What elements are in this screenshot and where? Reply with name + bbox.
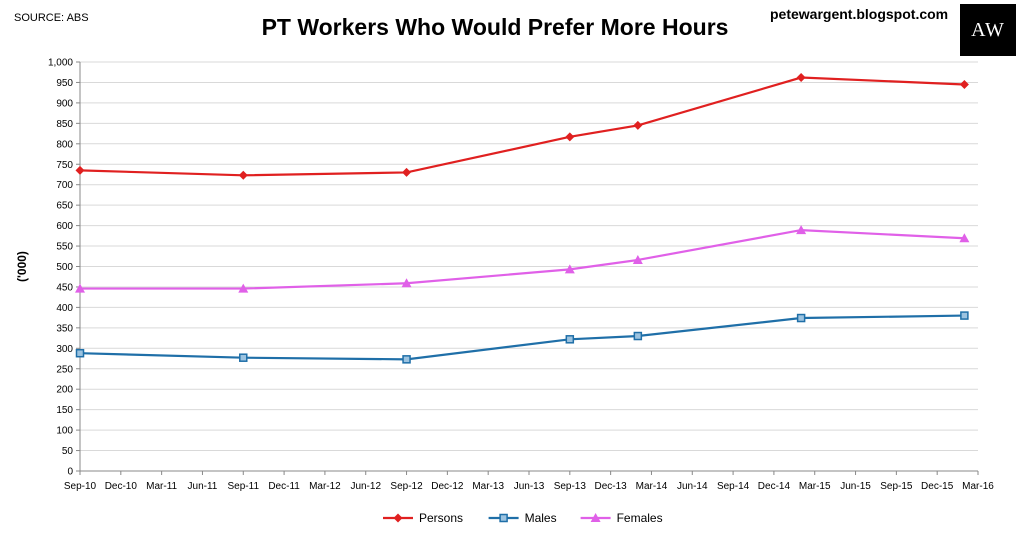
data-point-persons — [633, 120, 643, 130]
y-tick-label: 600 — [56, 221, 73, 232]
blog-url: petewargent.blogspot.com — [770, 6, 949, 22]
series-line-males — [79, 314, 965, 361]
y-tick-label: 850 — [56, 119, 73, 130]
data-point-persons — [238, 170, 248, 180]
source-note: SOURCE: ABS — [14, 12, 89, 24]
aw-logo: AW — [960, 4, 1016, 56]
y-tick-label: 350 — [56, 323, 73, 334]
data-point-females — [632, 254, 643, 264]
data-point-males — [239, 353, 248, 362]
legend-label-males: Males — [525, 511, 557, 525]
x-tick-label: Mar-12 — [309, 481, 341, 492]
x-tick-label: Dec-15 — [921, 481, 954, 492]
x-tick-label: Dec-13 — [595, 481, 628, 492]
data-point-males — [565, 335, 575, 344]
y-tick-label: 250 — [56, 364, 73, 375]
x-tick-label: Sep-15 — [880, 481, 913, 492]
x-tick-label: Mar-13 — [472, 481, 504, 492]
y-tick-label: 750 — [56, 160, 73, 171]
legend-label-persons: Persons — [419, 511, 463, 525]
x-tick-label: Dec-12 — [431, 481, 464, 492]
y-tick-label: 950 — [56, 78, 73, 89]
y-tick-label: 50 — [62, 446, 74, 457]
series-line-persons — [79, 76, 965, 177]
data-point-females — [796, 225, 807, 235]
y-tick-label: 1,000 — [48, 58, 73, 69]
y-tick-label: 500 — [56, 262, 73, 273]
y-tick-label: 550 — [56, 242, 73, 253]
y-axis-label: ('000) — [15, 251, 29, 282]
data-point-persons — [75, 165, 85, 175]
legend-label-females: Females — [617, 511, 663, 525]
x-tick-label: Dec-10 — [105, 481, 138, 492]
x-tick-label: Sep-10 — [64, 481, 97, 492]
series-line-females — [80, 228, 965, 290]
legend-marker-females — [590, 513, 601, 522]
y-tick-label: 400 — [56, 303, 73, 314]
x-tick-label: Jun-11 — [188, 481, 218, 492]
x-tick-label: Jun-15 — [840, 481, 871, 492]
x-tick-label: Dec-14 — [758, 481, 791, 492]
series-group — [75, 73, 970, 364]
y-tick-label: 300 — [56, 344, 73, 355]
y-tick-label: 650 — [56, 201, 73, 212]
x-tick-label: Jun-13 — [514, 481, 545, 492]
y-tick-label: 150 — [56, 405, 73, 416]
logo-text: AW — [971, 18, 1005, 41]
data-point-females — [959, 233, 970, 243]
x-tick-label: Mar-16 — [962, 481, 994, 492]
y-axis-ticks: 0 50 100 150 200 250 300 350 400 450 500 550 600 650 7… — [48, 58, 80, 478]
data-point-persons — [796, 73, 806, 83]
y-tick-label: 200 — [56, 385, 73, 396]
data-point-persons — [959, 79, 969, 89]
legend: Persons Males Females — [383, 511, 663, 525]
data-point-persons — [565, 132, 575, 142]
y-tick-label: 450 — [56, 282, 73, 293]
data-point-persons — [402, 167, 412, 177]
legend-marker-persons — [393, 513, 403, 523]
x-tick-label: Sep-11 — [228, 481, 260, 492]
x-tick-label: Jun-12 — [350, 481, 381, 492]
y-tick-label: 0 — [67, 467, 73, 478]
data-point-females — [238, 283, 249, 293]
x-tick-label: Sep-12 — [390, 481, 423, 492]
x-tick-label: Mar-11 — [146, 481, 177, 492]
x-tick-label: Sep-13 — [554, 481, 587, 492]
chart-title: PT Workers Who Would Prefer More Hours — [261, 14, 729, 40]
y-tick-label: 100 — [56, 426, 73, 437]
y-tick-label: 800 — [56, 139, 73, 150]
data-point-males — [402, 355, 411, 364]
y-tick-label: 700 — [56, 180, 73, 191]
y-tick-label: 900 — [56, 98, 73, 109]
data-point-females — [564, 264, 575, 274]
data-point-males — [75, 348, 85, 358]
data-point-females — [75, 283, 85, 293]
x-tick-label: Mar-14 — [636, 481, 668, 492]
series-females — [75, 225, 970, 293]
x-axis-ticks: Sep-10 Dec-10 Mar-11 Jun-11 Sep-11 Dec-11 Mar-… — [64, 471, 994, 492]
series-persons — [75, 73, 969, 180]
x-tick-label: Sep-14 — [717, 481, 750, 492]
x-tick-label: Jun-14 — [677, 481, 708, 492]
data-point-females — [401, 278, 412, 288]
data-point-males — [960, 311, 969, 320]
series-males — [75, 311, 969, 364]
x-tick-label: Mar-15 — [799, 481, 831, 492]
x-tick-label: Dec-11 — [268, 481, 300, 492]
gridlines — [80, 61, 978, 452]
data-point-males — [633, 331, 643, 341]
data-point-males — [796, 313, 806, 323]
legend-marker-males — [499, 513, 508, 523]
